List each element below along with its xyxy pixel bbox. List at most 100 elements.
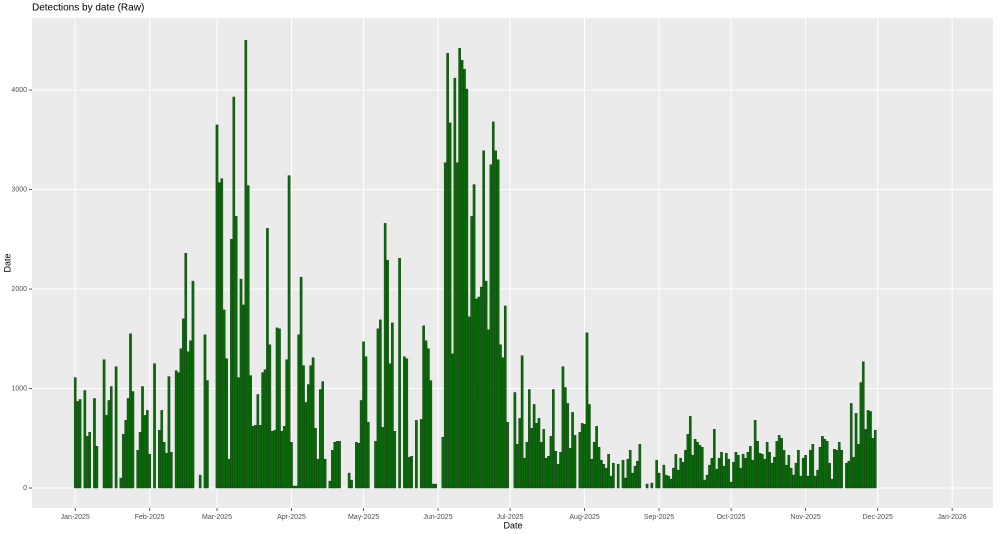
bar xyxy=(191,280,195,489)
bar xyxy=(405,358,409,489)
bar xyxy=(835,449,839,489)
bar xyxy=(299,276,303,489)
bar xyxy=(518,418,522,489)
bar xyxy=(451,353,454,489)
bar xyxy=(761,453,764,489)
bar xyxy=(857,444,860,489)
bar xyxy=(186,351,190,489)
bar xyxy=(700,447,704,489)
bar xyxy=(83,390,87,489)
bar xyxy=(184,252,188,489)
x-tick-label: May-2025 xyxy=(348,514,379,521)
bar xyxy=(278,328,281,489)
bar xyxy=(266,228,269,489)
bar xyxy=(422,325,425,489)
bar xyxy=(170,451,173,489)
bar xyxy=(121,434,125,489)
bar xyxy=(256,394,260,489)
bar xyxy=(407,456,411,489)
bar xyxy=(393,431,397,489)
bar xyxy=(138,432,142,489)
bar xyxy=(234,216,238,489)
bar xyxy=(580,423,584,489)
bar xyxy=(676,469,680,489)
bar xyxy=(727,458,731,489)
bar xyxy=(174,370,178,489)
bar xyxy=(633,465,637,489)
bar xyxy=(222,309,226,489)
bar xyxy=(323,458,327,489)
bar xyxy=(797,449,800,489)
bar xyxy=(359,400,363,489)
bar xyxy=(604,467,608,489)
x-tick-label: Jul-2025 xyxy=(497,514,524,521)
bar xyxy=(109,386,113,489)
bar xyxy=(427,348,430,489)
bar xyxy=(588,404,591,489)
x-tick-label: Apr-2025 xyxy=(277,514,306,521)
bar xyxy=(528,389,531,489)
x-tick-label: Sep-2025 xyxy=(644,514,674,521)
bar xyxy=(88,432,91,489)
bar xyxy=(873,430,877,489)
bar xyxy=(787,454,791,489)
bar xyxy=(715,468,719,489)
bar xyxy=(708,464,711,489)
bar xyxy=(590,458,594,489)
x-tick-label: Feb-2025 xyxy=(135,514,165,521)
bar xyxy=(350,479,353,489)
bar xyxy=(773,456,776,489)
bar xyxy=(105,415,108,489)
bar xyxy=(179,348,183,489)
bar xyxy=(713,429,716,489)
bar xyxy=(847,460,851,489)
bar xyxy=(616,463,620,489)
bar xyxy=(837,442,841,489)
bar xyxy=(364,356,368,489)
bar xyxy=(328,480,332,489)
bar xyxy=(126,398,130,489)
bar xyxy=(441,437,445,489)
bar xyxy=(609,475,613,489)
y-axis-title: Date xyxy=(2,253,12,272)
x-tick-label: Aug-2025 xyxy=(569,514,599,521)
bar xyxy=(501,357,505,489)
bar xyxy=(232,96,236,489)
bar xyxy=(415,420,418,489)
bar xyxy=(854,413,858,489)
bar xyxy=(734,451,738,489)
bar xyxy=(768,451,771,489)
bar xyxy=(840,449,843,489)
bar xyxy=(131,391,135,489)
bar xyxy=(218,182,221,489)
bar xyxy=(758,452,762,489)
bar xyxy=(537,418,541,489)
bar xyxy=(578,432,582,489)
bar xyxy=(693,439,697,489)
bar xyxy=(93,398,96,489)
bar xyxy=(282,426,286,489)
bar xyxy=(667,475,670,489)
bar xyxy=(482,150,485,489)
bar xyxy=(645,483,649,489)
bar xyxy=(669,478,673,489)
bar xyxy=(237,377,240,489)
bar xyxy=(280,431,284,489)
bar xyxy=(573,435,577,489)
bar xyxy=(177,372,180,489)
bar xyxy=(463,68,466,489)
bar xyxy=(823,439,827,489)
bar xyxy=(720,451,723,489)
bar xyxy=(585,332,589,489)
bar xyxy=(102,359,106,489)
bar xyxy=(383,223,387,489)
bar xyxy=(852,456,855,489)
bar xyxy=(561,366,565,489)
x-tick-label: Oct-2025 xyxy=(717,514,746,521)
bar xyxy=(597,447,601,489)
x-tick-label: Jan-2026 xyxy=(938,514,967,521)
bar xyxy=(419,419,423,489)
bar xyxy=(540,442,543,489)
bar xyxy=(763,458,767,489)
bar xyxy=(292,485,296,489)
